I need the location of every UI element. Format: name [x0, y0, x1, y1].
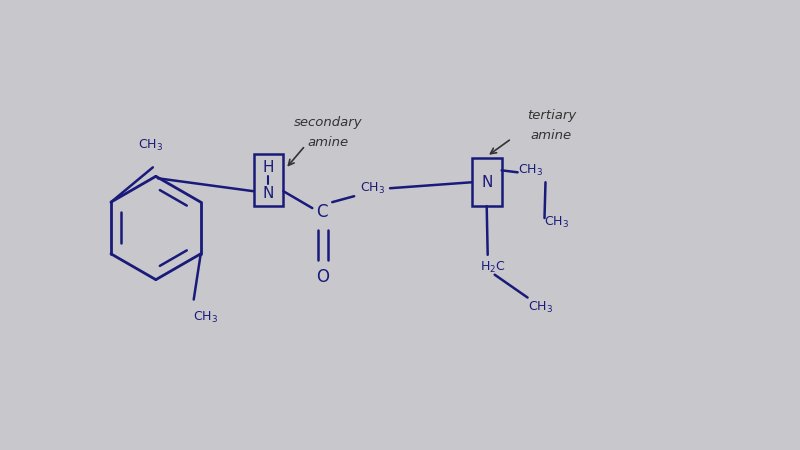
Text: amine: amine	[308, 136, 349, 149]
Text: secondary: secondary	[294, 116, 362, 129]
Text: amine: amine	[531, 129, 572, 142]
Text: CH$_3$: CH$_3$	[138, 138, 163, 153]
Text: C: C	[317, 203, 328, 221]
Text: N: N	[481, 175, 492, 190]
Text: CH$_3$: CH$_3$	[193, 310, 218, 325]
Text: O: O	[316, 268, 329, 286]
Text: tertiary: tertiary	[527, 109, 576, 122]
Text: CH$_3$: CH$_3$	[545, 215, 570, 230]
Text: CH$_3$: CH$_3$	[359, 181, 385, 196]
Text: H$_2$C: H$_2$C	[480, 260, 506, 275]
Text: CH$_3$: CH$_3$	[518, 163, 542, 178]
Text: N: N	[262, 186, 274, 201]
Text: H: H	[262, 160, 274, 175]
Bar	[472, 158, 502, 206]
Text: CH$_3$: CH$_3$	[527, 300, 553, 315]
Bar	[254, 154, 283, 206]
